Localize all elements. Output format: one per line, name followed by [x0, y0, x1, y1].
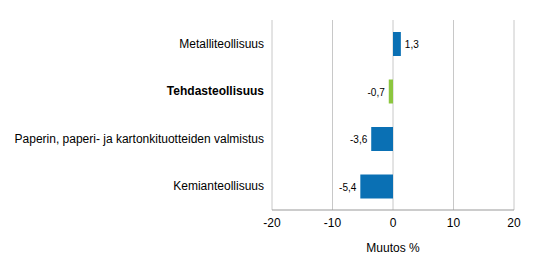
- svg-text:-0,7: -0,7: [368, 87, 386, 98]
- svg-text:-3,6: -3,6: [350, 134, 368, 145]
- svg-text:Tehdasteollisuus: Tehdasteollisuus: [167, 84, 264, 98]
- svg-text:0: 0: [390, 216, 397, 230]
- svg-text:Metalliteollisuus: Metalliteollisuus: [179, 37, 264, 51]
- svg-text:-10: -10: [324, 216, 342, 230]
- svg-text:10: 10: [447, 216, 461, 230]
- svg-text:Paperin, paperi- ja kartonkitu: Paperin, paperi- ja kartonkituotteiden v…: [15, 132, 264, 146]
- svg-text:Kemianteollisuus: Kemianteollisuus: [173, 179, 264, 193]
- svg-text:-5,4: -5,4: [339, 182, 357, 193]
- svg-text:20: 20: [507, 216, 521, 230]
- svg-text:1,3: 1,3: [405, 39, 419, 50]
- svg-text:-20: -20: [263, 216, 281, 230]
- svg-text:Muutos %: Muutos %: [366, 241, 420, 255]
